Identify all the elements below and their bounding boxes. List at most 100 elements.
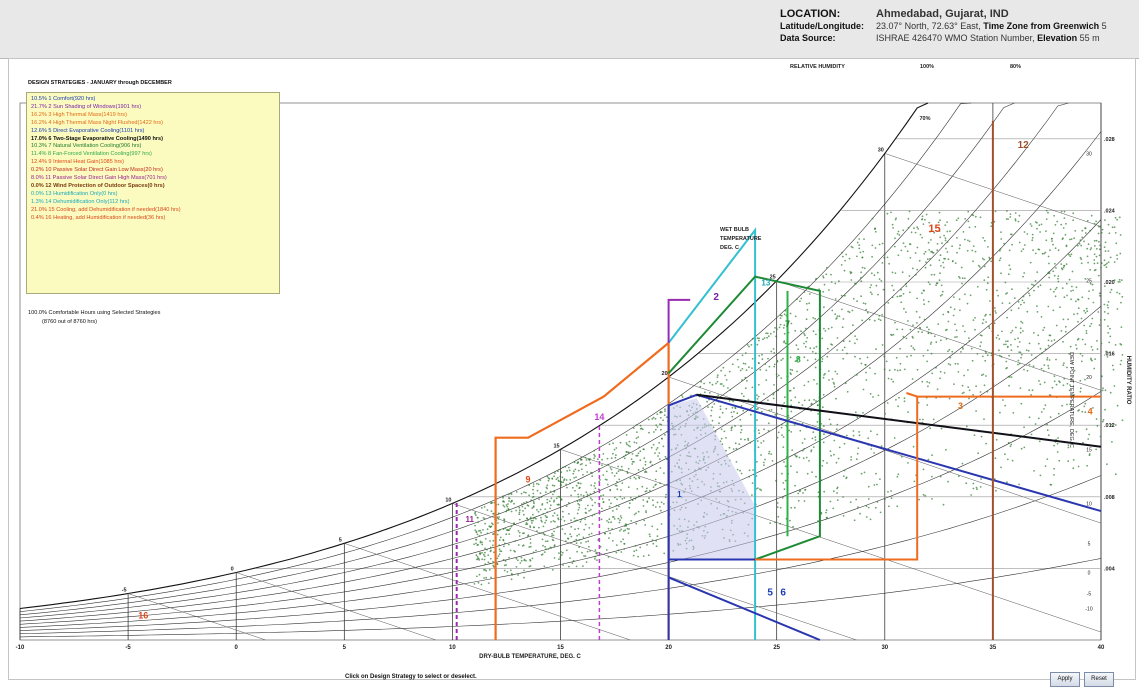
weather-point [762,338,764,341]
weather-point [916,297,918,300]
weather-point [1072,459,1075,461]
weather-point [828,289,830,291]
legend-row[interactable]: 0.2% 10 Passive Solar Direct Gain Low Ma… [31,167,163,174]
weather-point [1116,308,1119,310]
weather-point [540,496,543,498]
weather-point [912,347,915,349]
weather-point [608,443,611,446]
legend-row[interactable]: 10.5% 1 Comfort(920 hrs) [31,96,96,102]
weather-point [540,516,542,519]
weather-point [814,352,817,355]
legend-row[interactable]: 1.3% 14 Dehumidification Only(112 hrs) [31,198,130,205]
legend-row[interactable]: 16.2% 4 High Thermal Mass Night Flushed(… [31,119,164,126]
legend-row[interactable]: 0.0% 13 Humidification Only(0 hrs) [31,190,118,197]
weather-point [833,385,836,388]
zone-5-lower-edge[interactable] [668,576,821,641]
weather-point [611,540,614,542]
weather-point [767,399,769,402]
weather-point [630,520,633,522]
apply-button[interactable]: Apply [1050,672,1080,687]
weather-point [923,252,926,255]
zone-7-natural-ventilation[interactable] [667,275,821,561]
weather-point [956,336,958,338]
weather-point [916,226,919,229]
weather-point [801,404,804,406]
legend-row[interactable]: 0.4% 16 Heating, add Humidification if n… [31,214,166,221]
weather-point [1104,389,1107,392]
weather-point [1077,465,1080,468]
strategy-zones[interactable] [455,120,1102,641]
weather-point [784,465,787,468]
weather-point [773,384,775,386]
weather-point [1066,403,1068,406]
zone-14-dehumidification[interactable] [667,227,757,640]
legend-row[interactable]: 21.0% 15 Cooling, add Dehumidification i… [31,206,181,213]
weather-point [1010,349,1013,351]
weather-point [927,331,930,334]
weather-point [483,517,486,520]
weather-point [1006,481,1008,484]
weather-point [1069,384,1071,386]
weather-point [1084,312,1087,314]
weather-point [1079,379,1082,382]
weather-point [601,498,604,500]
weather-point [585,541,587,543]
weather-point [890,497,893,499]
weather-point [813,398,815,401]
zone-3-corner[interactable] [906,392,918,398]
weather-point [1095,418,1098,420]
legend-row[interactable]: 21.7% 2 Sun Shading of Windows(1901 hrs) [31,103,142,110]
weather-point [1057,249,1060,252]
legend-row[interactable]: 10.3% 7 Natural Ventilation Cooling(906 … [31,143,142,150]
weather-point [968,339,971,342]
weather-point [577,493,580,496]
weather-point [623,497,626,499]
zone-6-two-stage-evaporative[interactable] [696,393,1102,448]
comfort-zone-fill[interactable] [668,398,756,560]
weather-point [1095,248,1098,250]
weather-point [802,457,805,460]
weather-point [584,507,587,510]
weather-point [620,551,623,553]
weather-point [651,499,654,502]
weather-point [1061,404,1063,407]
weather-point [821,337,824,340]
weather-point [1104,241,1107,244]
weather-point [927,281,930,284]
legend-row[interactable]: 16.2% 3 High Thermal Mass(1419 hrs) [31,111,127,118]
weather-point [496,563,499,565]
weather-point [717,394,720,397]
weather-point [1025,349,1028,352]
weather-point [894,321,896,324]
legend-row[interactable]: 12.6% 5 Direct Evaporative Cooling(1101 … [31,127,145,134]
legend-row[interactable]: 11.4% 8 Fan-Forced Ventilation Cooling(9… [31,151,152,158]
weather-point [800,297,803,300]
legend-row[interactable]: 0.0% 12 Wind Protection of Outdoor Space… [31,182,165,189]
weather-point [987,246,989,248]
strategy-legend[interactable]: 10.5% 1 Comfort(920 hrs) 21.7% 2 Sun Shad… [26,92,280,294]
weather-point [1078,243,1081,245]
zone-9-internal-heat-gain[interactable] [494,340,670,640]
legend-row[interactable]: 17.0% 6 Two-Stage Evaporative Cooling(14… [31,135,164,142]
weather-point [751,386,754,389]
weather-point [960,266,963,269]
weather-point [487,561,490,564]
weather-point [780,423,783,426]
weather-point [725,407,728,410]
weather-point [928,381,931,384]
weather-point [553,557,556,559]
legend-row[interactable]: 8.0% 11 Passive Solar Direct Gain High M… [31,175,167,182]
legend-row[interactable]: 12.4% 9 Internal Heat Gain(1085 hrs) [31,159,124,166]
zone-3-4-thermal-mass[interactable] [755,395,1101,561]
weather-point [659,482,661,485]
zone-2-sun-shading[interactable] [667,298,691,343]
weather-point [768,365,771,368]
weather-point [593,453,595,456]
reset-button[interactable]: Reset [1084,672,1114,687]
weather-point [936,388,939,391]
weather-point [484,538,487,540]
weather-point [479,541,482,544]
weather-point [621,498,624,500]
weather-point [506,505,509,508]
weather-point [928,221,931,224]
